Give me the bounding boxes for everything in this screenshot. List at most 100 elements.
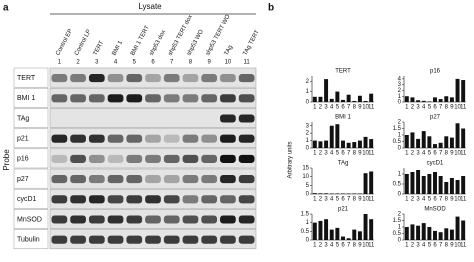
x-tick-label: 11	[460, 243, 467, 249]
x-tick-label: 8	[445, 151, 449, 157]
bar	[427, 101, 432, 102]
bar	[369, 93, 374, 102]
bar	[363, 100, 368, 102]
lane-name: shp53 WO	[186, 29, 205, 57]
x-tick-label: 2	[411, 105, 415, 111]
bar	[404, 227, 409, 240]
band	[51, 195, 68, 204]
x-tick-label: 4	[330, 105, 334, 111]
chart-title: TAg	[338, 161, 349, 167]
band	[238, 94, 255, 103]
x-tick-label: 10	[454, 105, 461, 111]
band	[201, 134, 218, 143]
x-tick-label: 2	[319, 197, 323, 203]
bar	[404, 135, 409, 148]
x-tick-label: 1	[405, 105, 409, 111]
bar	[369, 139, 374, 148]
bar	[410, 172, 415, 194]
x-tick-label: 6	[341, 243, 345, 249]
bar	[318, 193, 323, 194]
x-tick-label: 4	[422, 243, 426, 249]
bar	[421, 176, 426, 194]
x-tick-label: 1	[405, 151, 409, 157]
blot-strip	[49, 128, 257, 149]
band	[238, 235, 255, 244]
chart-title: TERT	[335, 69, 351, 75]
x-tick-label: 9	[450, 197, 454, 203]
y-tick-label: 1	[306, 220, 310, 226]
probe-label: BMI 1	[17, 95, 35, 102]
lane-number: 7	[170, 60, 174, 66]
x-tick-label: 2	[411, 151, 415, 157]
bar	[312, 140, 317, 148]
x-tick-label: 1	[313, 151, 317, 157]
band	[88, 195, 105, 204]
band	[70, 74, 86, 83]
x-tick-label: 8	[353, 151, 357, 157]
x-tick-label: 8	[445, 105, 449, 111]
bar	[455, 180, 460, 194]
band	[163, 134, 180, 143]
bar	[352, 142, 357, 148]
x-tick-label: 5	[336, 197, 340, 203]
x-tick-label: 10	[454, 197, 461, 203]
x-tick-label: 7	[439, 197, 443, 203]
x-tick-label: 11	[460, 105, 467, 111]
bar	[433, 230, 437, 240]
bar	[346, 94, 351, 102]
bar	[461, 128, 466, 148]
band	[163, 195, 180, 204]
bar	[341, 193, 345, 194]
bar	[449, 178, 454, 194]
x-tick-label: 5	[428, 151, 432, 157]
y-tick-label: 15	[302, 166, 309, 172]
bar	[438, 232, 443, 240]
band	[182, 154, 199, 163]
x-tick-label: 2	[411, 243, 415, 249]
x-tick-label: 7	[439, 105, 443, 111]
band	[88, 175, 105, 184]
y-tick-label: 0	[306, 238, 310, 244]
x-tick-label: 1	[405, 197, 409, 203]
band	[201, 195, 218, 204]
bar	[427, 174, 432, 194]
bar	[335, 91, 340, 102]
x-tick-label: 1	[313, 105, 317, 111]
bar	[357, 231, 362, 240]
lane-name: TAg TERT	[242, 29, 260, 57]
band	[145, 195, 161, 204]
bar	[363, 173, 368, 194]
band	[238, 215, 255, 224]
band	[126, 74, 143, 83]
probe-box	[13, 108, 49, 128]
x-tick-label: 4	[330, 197, 334, 203]
band	[220, 94, 236, 103]
probe-label: TERT	[17, 75, 36, 82]
bar	[346, 142, 351, 148]
bar	[410, 132, 415, 148]
x-tick-label: 1	[313, 243, 317, 249]
band	[201, 235, 218, 244]
lane-number: 11	[244, 60, 251, 66]
band	[51, 215, 68, 224]
band	[107, 154, 124, 163]
x-tick-label: 6	[433, 197, 437, 203]
probe-label: p21	[17, 136, 29, 143]
bar	[357, 95, 362, 102]
band	[220, 195, 236, 204]
y-tick-label: 1	[306, 89, 310, 95]
band	[51, 175, 68, 184]
band	[88, 215, 105, 224]
bar	[438, 142, 443, 148]
x-tick-label: 7	[347, 197, 351, 203]
lane-number: 3	[95, 60, 99, 66]
band	[107, 235, 124, 244]
x-tick-label: 9	[358, 105, 362, 111]
band	[126, 175, 143, 184]
band	[220, 215, 236, 224]
band	[145, 74, 161, 83]
band	[145, 175, 161, 184]
y-tick-label: 10	[302, 174, 309, 180]
chart-title: p21	[338, 207, 349, 213]
bar	[341, 99, 345, 102]
